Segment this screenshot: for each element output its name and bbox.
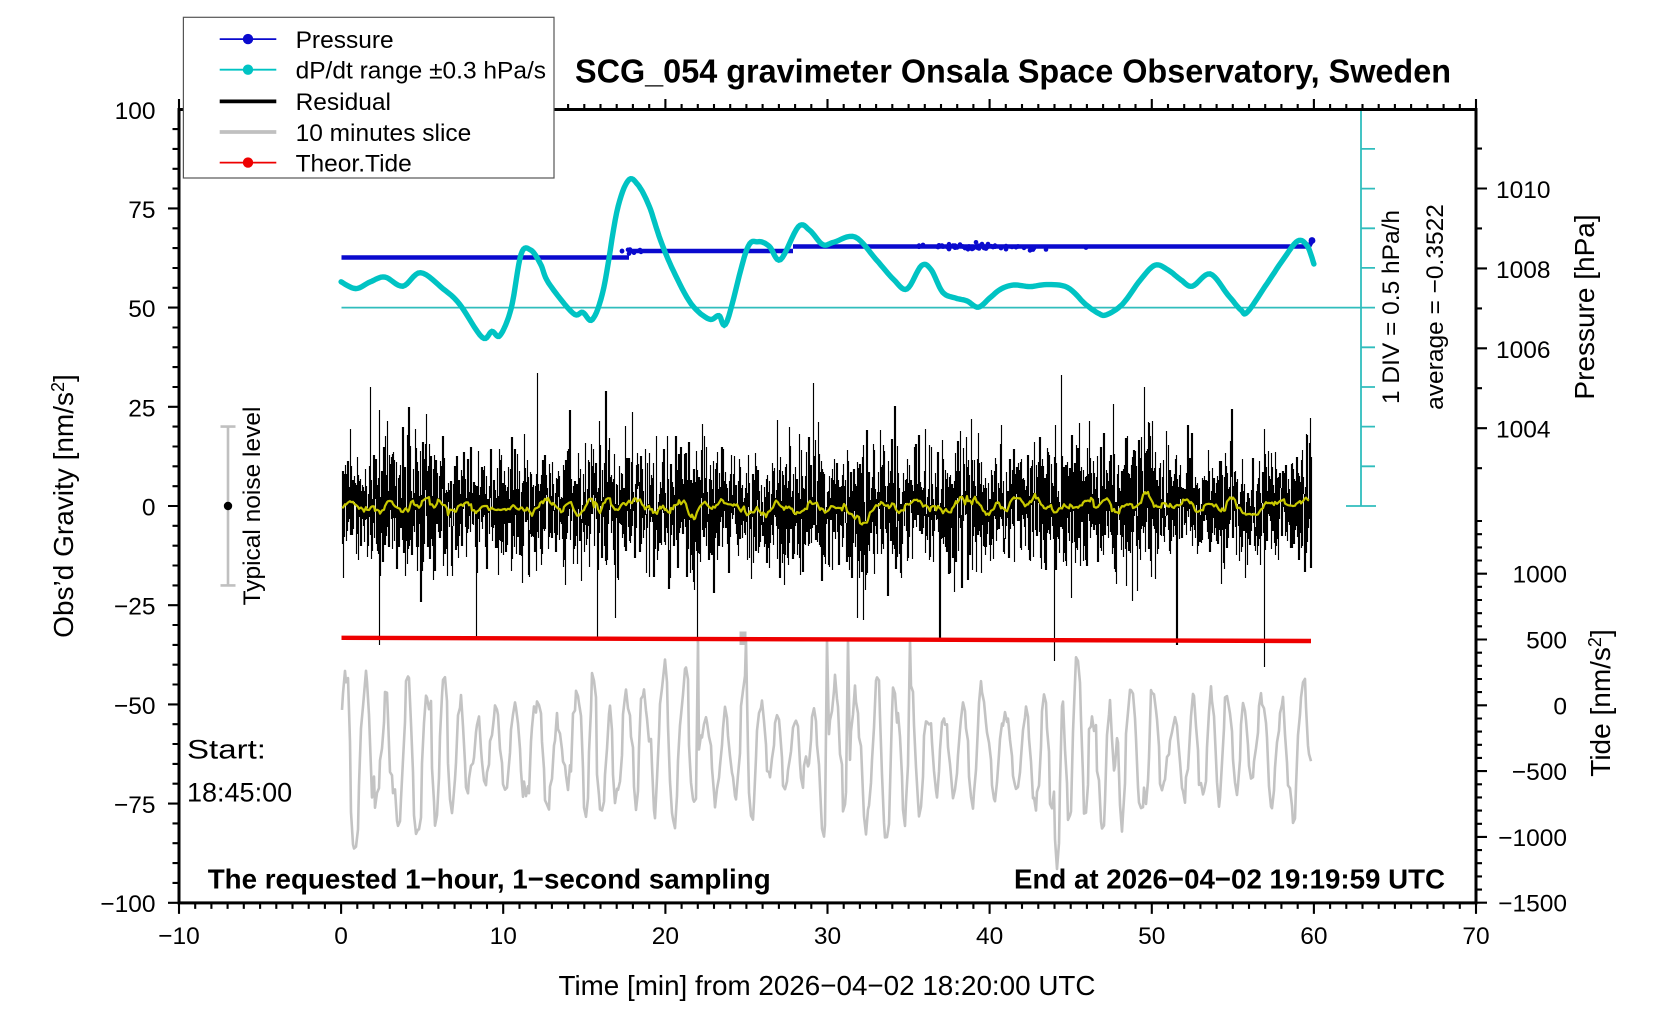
svg-text:40: 40 [976, 923, 1003, 950]
svg-text:20: 20 [652, 923, 679, 950]
svg-text:average = −0.3522: average = −0.3522 [1422, 204, 1449, 410]
svg-text:500: 500 [1526, 628, 1567, 655]
svg-text:dP/dt range ±0.3 hPa/s: dP/dt range ±0.3 hPa/s [296, 58, 546, 85]
svg-text:1006: 1006 [1496, 337, 1551, 364]
svg-text:50: 50 [1138, 923, 1165, 950]
svg-text:The requested 1−hour, 1−second: The requested 1−hour, 1−second sampling [208, 864, 771, 895]
svg-text:25: 25 [128, 395, 155, 422]
svg-text:Theor.Tide: Theor.Tide [296, 150, 412, 177]
svg-text:30: 30 [814, 923, 841, 950]
svg-text:−10: −10 [158, 923, 200, 950]
svg-text:100: 100 [115, 98, 156, 125]
svg-text:−1500: −1500 [1498, 891, 1567, 918]
svg-text:End at 2026−04−02 19:19:59 UTC: End at 2026−04−02 19:19:59 UTC [1014, 864, 1445, 895]
svg-text:Pressure: Pressure [296, 27, 394, 54]
svg-text:−1000: −1000 [1498, 825, 1567, 852]
svg-text:Tide [nm/s2]: Tide [nm/s2] [1585, 629, 1616, 776]
svg-text:Time [min] from 2026−04−02 18:: Time [min] from 2026−04−02 18:20:00 UTC [559, 970, 1096, 1001]
svg-text:70: 70 [1462, 923, 1489, 950]
svg-text:10 minutes slice: 10 minutes slice [296, 120, 472, 147]
svg-text:1004: 1004 [1496, 417, 1551, 444]
svg-text:50: 50 [128, 296, 155, 323]
svg-text:SCG_054 gravimeter Onsala Spac: SCG_054 gravimeter Onsala Space Observat… [575, 53, 1451, 90]
svg-text:−75: −75 [114, 792, 156, 819]
svg-text:Start:: Start: [187, 735, 266, 765]
svg-text:75: 75 [128, 197, 155, 224]
svg-text:1008: 1008 [1496, 257, 1551, 284]
svg-text:−500: −500 [1512, 759, 1567, 786]
svg-text:0: 0 [142, 495, 156, 522]
svg-text:−50: −50 [114, 693, 156, 720]
svg-text:1010: 1010 [1496, 177, 1551, 204]
svg-text:Pressure [hPa]: Pressure [hPa] [1569, 214, 1600, 399]
svg-text:Typical noise level: Typical noise level [239, 407, 266, 606]
svg-text:0: 0 [1553, 693, 1567, 720]
svg-text:60: 60 [1300, 923, 1327, 950]
svg-text:Obs’d Gravity [nm/s2]: Obs’d Gravity [nm/s2] [48, 374, 79, 638]
svg-text:−100: −100 [100, 891, 155, 918]
svg-text:1 DIV = 0.5 hPa/h: 1 DIV = 0.5 hPa/h [1378, 210, 1405, 404]
svg-text:10: 10 [490, 923, 517, 950]
svg-text:0: 0 [334, 923, 348, 950]
svg-text:1000: 1000 [1512, 562, 1567, 589]
svg-text:Residual: Residual [296, 89, 391, 116]
svg-text:18:45:00: 18:45:00 [187, 778, 292, 808]
svg-text:−25: −25 [114, 594, 156, 621]
